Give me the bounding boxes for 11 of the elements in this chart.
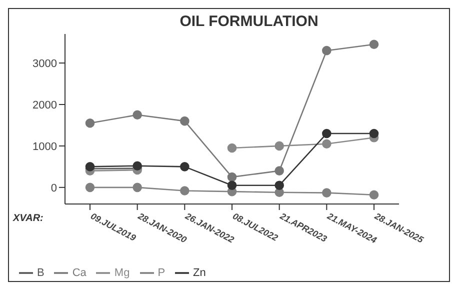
y-tick-label: 1000	[32, 140, 57, 153]
y-tick-label: 2000	[32, 99, 57, 112]
chart-title: OIL FORMULATION	[178, 13, 320, 30]
legend-label: Zn	[193, 266, 206, 279]
legend-label: Ca	[72, 266, 86, 279]
legend-label: Mg	[114, 266, 130, 279]
x-axis-title: XVAR:	[13, 213, 44, 224]
y-tick-label: 3000	[32, 58, 57, 70]
legend-label: B	[37, 266, 44, 279]
legend-label: P	[158, 266, 166, 279]
y-tick-label: 0	[50, 182, 57, 194]
